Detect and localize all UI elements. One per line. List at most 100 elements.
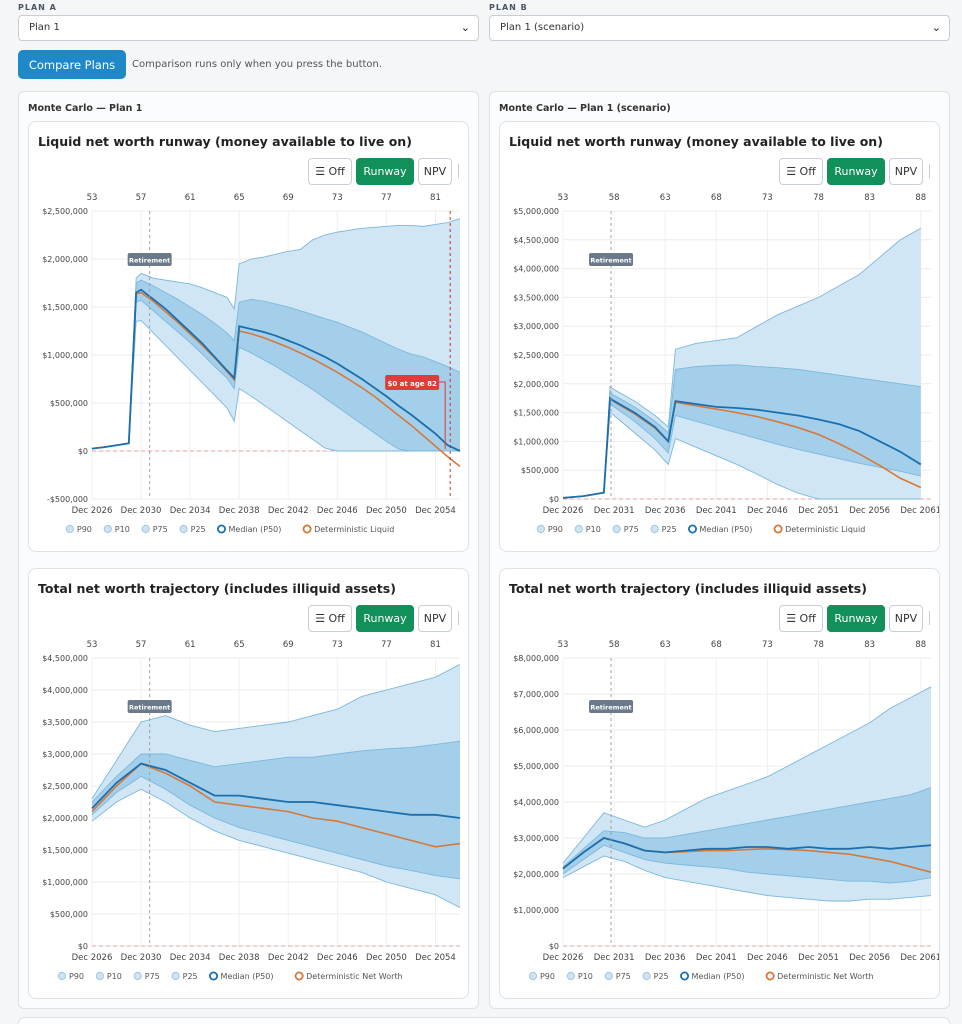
legend-marker[interactable] bbox=[141, 524, 150, 534]
x-tick-label: Dec 2061 bbox=[900, 953, 939, 963]
x-tick-label: Dec 2031 bbox=[594, 506, 635, 516]
chart-card-total-plan-b: Total net worth trajectory (includes ill… bbox=[499, 568, 940, 999]
legend-marker[interactable] bbox=[302, 524, 312, 534]
toggle-npv-button[interactable]: NPV bbox=[418, 158, 452, 185]
legend-label[interactable]: Median (P50) bbox=[692, 972, 745, 981]
y-tick-label: $3,500,000 bbox=[42, 718, 88, 727]
legend-marker[interactable] bbox=[57, 971, 67, 981]
legend-label[interactable]: Median (P50) bbox=[229, 525, 282, 534]
legend-marker[interactable] bbox=[642, 971, 651, 981]
age-tick-label: 73 bbox=[332, 193, 343, 203]
toggle-runway-button[interactable]: Runway bbox=[356, 605, 414, 632]
legend-marker[interactable] bbox=[294, 971, 304, 981]
legend-marker[interactable] bbox=[528, 971, 538, 981]
y-tick-label: $3,500,000 bbox=[513, 293, 559, 302]
y-tick-label: $0 bbox=[549, 942, 559, 951]
chevron-down-icon: ⌄ bbox=[931, 21, 941, 34]
y-tick-label: $5,000,000 bbox=[513, 762, 559, 771]
legend-marker[interactable] bbox=[133, 971, 142, 981]
legend-label[interactable]: P90 bbox=[548, 525, 563, 534]
toggle-off-button[interactable]: ☰ Off bbox=[779, 158, 823, 185]
legend-marker[interactable] bbox=[179, 524, 188, 534]
chart-svg: $0 $500,000 $1,000,000 $1,500,000 $2,000,000… bbox=[42, 640, 461, 981]
y-tick-label: $5,000,000 bbox=[513, 207, 559, 216]
legend-label[interactable]: Median (P50) bbox=[700, 525, 753, 534]
legend-label[interactable]: P10 bbox=[578, 972, 593, 981]
plan-b-label: PLAN B bbox=[489, 3, 528, 12]
x-tick-label: Dec 2050 bbox=[366, 506, 407, 516]
legend-marker[interactable] bbox=[773, 524, 783, 534]
toggle-runway-button[interactable]: Runway bbox=[356, 158, 414, 185]
legend-label[interactable]: Deterministic Liquid bbox=[314, 525, 394, 534]
toggle-divider bbox=[458, 164, 459, 178]
series-line-p75 bbox=[91, 279, 461, 450]
legend-marker[interactable] bbox=[612, 524, 621, 534]
y-tick-label: $4,000,000 bbox=[42, 686, 88, 695]
toggle-npv-button[interactable]: NPV bbox=[889, 158, 923, 185]
legend-marker[interactable] bbox=[687, 524, 697, 534]
legend-label[interactable]: P10 bbox=[107, 972, 122, 981]
legend-marker[interactable] bbox=[209, 971, 219, 981]
retirement-badge bbox=[589, 700, 634, 713]
legend-marker[interactable] bbox=[171, 971, 180, 981]
toggle-npv-button[interactable]: NPV bbox=[889, 605, 923, 632]
legend-marker[interactable] bbox=[536, 524, 546, 534]
retirement-label: Retirement bbox=[129, 704, 170, 712]
plan-b-select[interactable]: Plan 1 (scenario) ⌄ bbox=[489, 15, 950, 41]
legend-label[interactable]: P25 bbox=[183, 972, 198, 981]
legend-label[interactable]: P25 bbox=[662, 525, 677, 534]
toggle-off-button[interactable]: ☰ Off bbox=[779, 605, 823, 632]
legend-marker[interactable] bbox=[604, 971, 613, 981]
legend-label[interactable]: P25 bbox=[654, 972, 669, 981]
toggle-off-button[interactable]: ☰ Off bbox=[308, 605, 352, 632]
legend-label[interactable]: Deterministic Liquid bbox=[785, 525, 865, 534]
y-tick-label: $0 bbox=[78, 447, 88, 456]
series-line-p10 bbox=[91, 788, 461, 908]
toggle-npv-button[interactable]: NPV bbox=[418, 605, 452, 632]
legend-marker[interactable] bbox=[574, 524, 583, 534]
toggle-off-button[interactable]: ☰ Off bbox=[308, 158, 352, 185]
toggle-runway-button[interactable]: Runway bbox=[827, 158, 885, 185]
toggle-divider bbox=[929, 164, 930, 178]
toggle-runway-button[interactable]: Runway bbox=[827, 605, 885, 632]
legend-label[interactable]: P75 bbox=[624, 525, 639, 534]
legend-marker[interactable] bbox=[216, 524, 226, 534]
plan-a-select[interactable]: Plan 1 ⌄ bbox=[18, 15, 479, 41]
legend-label[interactable]: P10 bbox=[115, 525, 130, 534]
y-tick-label: $500,000 bbox=[50, 399, 88, 408]
legend-marker[interactable] bbox=[680, 971, 690, 981]
series-line-deterministic bbox=[91, 762, 461, 848]
legend-label[interactable]: P75 bbox=[153, 525, 168, 534]
legend-marker[interactable] bbox=[65, 524, 75, 534]
legend-marker[interactable] bbox=[566, 971, 575, 981]
legend-marker[interactable] bbox=[103, 524, 112, 534]
legend-label[interactable]: P75 bbox=[145, 972, 160, 981]
legend-marker[interactable] bbox=[650, 524, 659, 534]
x-tick-label: Dec 2034 bbox=[170, 506, 211, 516]
legend-marker[interactable] bbox=[95, 971, 104, 981]
legend-label[interactable]: Deterministic Net Worth bbox=[306, 972, 402, 981]
legend-marker[interactable] bbox=[765, 971, 775, 981]
legend-label[interactable]: P75 bbox=[616, 972, 631, 981]
series-line-median bbox=[91, 288, 461, 452]
legend-label[interactable]: P10 bbox=[586, 525, 601, 534]
legend-label[interactable]: P90 bbox=[69, 972, 84, 981]
age-tick-label: 88 bbox=[915, 640, 926, 650]
age-tick-label: 68 bbox=[711, 193, 722, 203]
y-tick-label: $500,000 bbox=[521, 466, 559, 475]
legend-label[interactable]: P90 bbox=[77, 525, 92, 534]
age-tick-label: 73 bbox=[332, 640, 343, 650]
legend-label[interactable]: P25 bbox=[191, 525, 206, 534]
legend-label[interactable]: P90 bbox=[540, 972, 555, 981]
x-tick-label: Dec 2041 bbox=[696, 953, 737, 963]
depletion-callout bbox=[439, 381, 446, 449]
compare-note: Comparison runs only when you press the … bbox=[132, 59, 383, 70]
chart-title: Liquid net worth runway (money available… bbox=[509, 134, 883, 149]
x-tick-label: Dec 2036 bbox=[645, 506, 686, 516]
legend-label[interactable]: Median (P50) bbox=[221, 972, 274, 981]
age-tick-label: 73 bbox=[762, 193, 773, 203]
age-tick-label: 58 bbox=[609, 640, 620, 650]
legend-label[interactable]: Deterministic Net Worth bbox=[777, 972, 873, 981]
compare-plans-button[interactable]: Compare Plans bbox=[18, 50, 126, 79]
band-p75-p25 bbox=[92, 280, 460, 451]
